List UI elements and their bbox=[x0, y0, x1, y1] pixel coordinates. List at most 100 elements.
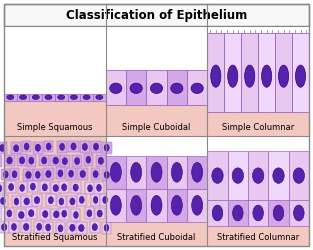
Bar bbox=[50, 182, 61, 194]
Bar bbox=[91, 168, 100, 180]
Bar bbox=[289, 200, 309, 226]
Bar bbox=[100, 194, 110, 206]
Ellipse shape bbox=[171, 162, 182, 182]
Ellipse shape bbox=[26, 172, 31, 178]
Ellipse shape bbox=[233, 205, 243, 221]
Bar bbox=[146, 156, 167, 189]
Ellipse shape bbox=[42, 157, 47, 164]
Bar bbox=[224, 32, 241, 112]
Bar bbox=[28, 181, 38, 192]
Ellipse shape bbox=[12, 171, 17, 178]
Bar bbox=[85, 182, 95, 194]
Ellipse shape bbox=[46, 170, 51, 177]
Bar bbox=[43, 168, 54, 180]
Ellipse shape bbox=[29, 157, 34, 164]
Ellipse shape bbox=[212, 205, 223, 221]
Bar bbox=[228, 152, 248, 200]
Bar bbox=[60, 155, 70, 167]
Bar bbox=[59, 182, 69, 193]
Bar bbox=[80, 94, 93, 101]
Ellipse shape bbox=[79, 196, 84, 203]
Ellipse shape bbox=[93, 170, 98, 178]
Ellipse shape bbox=[13, 145, 19, 152]
Ellipse shape bbox=[293, 168, 305, 183]
Ellipse shape bbox=[46, 224, 51, 231]
Text: Stratified Cuboidal: Stratified Cuboidal bbox=[117, 233, 196, 242]
Ellipse shape bbox=[14, 198, 19, 205]
Bar bbox=[106, 26, 207, 136]
Bar bbox=[21, 221, 32, 233]
Ellipse shape bbox=[0, 185, 2, 192]
Ellipse shape bbox=[171, 83, 183, 94]
Bar bbox=[57, 196, 66, 207]
Ellipse shape bbox=[46, 143, 51, 150]
Ellipse shape bbox=[294, 205, 304, 221]
Ellipse shape bbox=[70, 198, 75, 205]
Bar bbox=[167, 156, 187, 189]
Text: Stratified Squamous: Stratified Squamous bbox=[12, 233, 98, 242]
Ellipse shape bbox=[92, 224, 97, 230]
Ellipse shape bbox=[87, 210, 92, 217]
Text: Simple Columnar: Simple Columnar bbox=[222, 123, 294, 132]
Bar bbox=[106, 70, 126, 105]
Ellipse shape bbox=[273, 168, 284, 183]
Bar bbox=[275, 32, 292, 112]
Ellipse shape bbox=[104, 224, 109, 231]
Bar bbox=[39, 154, 49, 166]
Ellipse shape bbox=[79, 224, 84, 232]
Ellipse shape bbox=[58, 95, 65, 100]
Ellipse shape bbox=[42, 184, 48, 191]
Bar bbox=[187, 70, 207, 105]
Bar bbox=[0, 195, 8, 207]
Ellipse shape bbox=[96, 95, 103, 100]
Bar bbox=[146, 70, 167, 105]
Ellipse shape bbox=[7, 157, 12, 164]
Ellipse shape bbox=[37, 223, 42, 230]
Ellipse shape bbox=[104, 171, 110, 178]
Ellipse shape bbox=[28, 210, 34, 217]
Ellipse shape bbox=[228, 65, 238, 87]
Ellipse shape bbox=[12, 224, 17, 230]
Ellipse shape bbox=[279, 65, 289, 87]
Bar bbox=[34, 221, 44, 232]
Bar bbox=[146, 189, 167, 222]
Ellipse shape bbox=[212, 168, 223, 183]
Bar bbox=[102, 169, 112, 181]
Bar bbox=[102, 142, 112, 154]
Ellipse shape bbox=[2, 224, 7, 231]
Bar bbox=[0, 142, 7, 154]
Ellipse shape bbox=[151, 162, 162, 182]
Bar bbox=[207, 152, 228, 200]
Ellipse shape bbox=[43, 210, 48, 218]
Bar bbox=[11, 142, 21, 154]
Bar bbox=[59, 208, 69, 220]
Ellipse shape bbox=[24, 198, 29, 205]
Ellipse shape bbox=[192, 162, 203, 182]
Bar bbox=[16, 209, 27, 221]
Bar bbox=[23, 169, 34, 181]
Ellipse shape bbox=[86, 156, 91, 163]
Ellipse shape bbox=[104, 144, 109, 151]
Ellipse shape bbox=[19, 95, 27, 100]
Ellipse shape bbox=[59, 198, 64, 205]
Ellipse shape bbox=[131, 196, 142, 215]
Bar bbox=[91, 194, 100, 206]
Bar bbox=[248, 152, 268, 200]
Bar bbox=[106, 189, 126, 222]
Bar bbox=[207, 136, 309, 246]
Ellipse shape bbox=[8, 184, 14, 190]
Bar bbox=[4, 136, 106, 246]
Bar bbox=[71, 209, 80, 221]
Ellipse shape bbox=[273, 205, 284, 221]
Ellipse shape bbox=[53, 157, 59, 164]
Ellipse shape bbox=[70, 224, 75, 231]
Bar bbox=[241, 32, 258, 112]
Bar bbox=[27, 155, 36, 166]
Ellipse shape bbox=[71, 143, 76, 150]
Bar bbox=[69, 140, 79, 152]
Bar bbox=[18, 182, 27, 194]
Bar bbox=[106, 105, 207, 136]
Ellipse shape bbox=[69, 170, 74, 177]
Bar bbox=[29, 94, 42, 101]
Ellipse shape bbox=[96, 184, 101, 191]
